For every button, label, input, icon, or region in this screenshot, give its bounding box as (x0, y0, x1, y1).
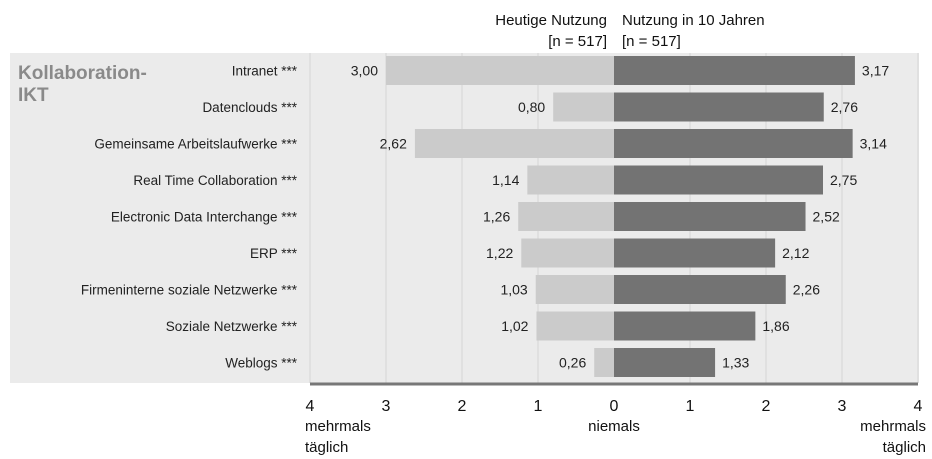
value-label-right: 3,14 (860, 136, 887, 152)
legend-left-line2: [n = 517] (548, 33, 607, 50)
value-label-right: 1,33 (722, 355, 749, 371)
value-label-left: 3,00 (351, 63, 378, 79)
x-tick-label: 3 (838, 398, 847, 415)
value-label-right: 3,17 (862, 63, 889, 79)
value-label-right: 1,86 (762, 318, 789, 334)
x-tick-label: 0 (610, 398, 619, 415)
category-labels: Intranet *** Datenclouds *** Gemeinsame Ar… (81, 64, 298, 371)
group-label-line2: IKT (18, 85, 49, 106)
x-tick-label: 4 (306, 398, 315, 415)
bar-nutzung-10-jahren (614, 129, 853, 158)
category-label: Firmeninterne soziale Netzwerke *** (81, 283, 298, 298)
group-label-line1: Kollaboration- (18, 63, 147, 84)
value-label-right: 2,12 (782, 245, 809, 261)
bar-nutzung-10-jahren (614, 92, 824, 122)
bar-heutige-nutzung (535, 275, 614, 304)
bar-heutige-nutzung (386, 56, 614, 85)
bars (386, 56, 855, 377)
bar-nutzung-10-jahren (614, 275, 786, 304)
value-label-left: 0,26 (559, 355, 586, 371)
bar-heutige-nutzung (518, 202, 614, 231)
axis-label-left-line1: mehrmals (305, 418, 371, 435)
category-label: Weblogs *** (225, 356, 298, 371)
value-label-left: 1,22 (486, 245, 513, 261)
x-axis-ticks: 4 3 2 1 0 1 2 3 4 (306, 398, 923, 415)
bar-heutige-nutzung (521, 238, 614, 268)
value-label-left: 1,03 (500, 282, 527, 298)
value-label-left: 2,62 (380, 136, 407, 152)
axis-label-left-line2: täglich (305, 439, 348, 456)
bar-nutzung-10-jahren (614, 56, 855, 85)
value-label-right: 2,75 (830, 172, 857, 188)
category-label: Electronic Data Interchange *** (111, 210, 298, 225)
axis-label-center: niemals (588, 418, 640, 435)
bar-nutzung-10-jahren (614, 238, 776, 268)
legend-right-line2: [n = 517] (622, 33, 681, 50)
x-tick-label: 2 (458, 398, 467, 415)
value-label-left: 0,80 (518, 99, 545, 115)
bar-heutige-nutzung (594, 348, 614, 377)
x-tick-label: 1 (534, 398, 543, 415)
x-tick-label: 2 (762, 398, 771, 415)
bar-heutige-nutzung (414, 129, 614, 158)
x-tick-label: 3 (382, 398, 391, 415)
bar-heutige-nutzung (536, 311, 614, 341)
bar-heutige-nutzung (553, 92, 614, 122)
bar-nutzung-10-jahren (614, 348, 716, 377)
value-labels: 3,00 3,17 0,80 2,76 2,62 3,14 1,14 2,75 1,26 2,52… (351, 63, 890, 371)
value-label-left: 1,02 (501, 318, 528, 334)
axis-label-right-line2: täglich (883, 439, 926, 456)
value-label-right: 2,52 (813, 209, 840, 225)
axis-label-right-line1: mehrmals (860, 418, 926, 435)
value-label-left: 1,14 (492, 172, 519, 188)
legend-left-line1: Heutige Nutzung (495, 12, 607, 29)
category-label: Intranet *** (232, 64, 298, 79)
bar-nutzung-10-jahren (614, 202, 806, 231)
bar-nutzung-10-jahren (614, 165, 823, 195)
value-label-right: 2,76 (831, 99, 858, 115)
x-tick-label: 1 (686, 398, 695, 415)
value-label-right: 2,26 (793, 282, 820, 298)
category-label: Gemeinsame Arbeitslaufwerke *** (94, 137, 297, 152)
category-label: Datenclouds *** (202, 100, 297, 115)
legend-right-line1: Nutzung in 10 Jahren (622, 12, 765, 29)
bar-nutzung-10-jahren (614, 311, 756, 341)
category-label: Real Time Collaboration *** (133, 173, 297, 188)
bar-heutige-nutzung (527, 165, 614, 195)
x-tick-label: 4 (914, 398, 923, 415)
category-label: Soziale Netzwerke *** (166, 319, 298, 334)
value-label-left: 1,26 (483, 209, 510, 225)
category-label: ERP *** (250, 246, 298, 261)
